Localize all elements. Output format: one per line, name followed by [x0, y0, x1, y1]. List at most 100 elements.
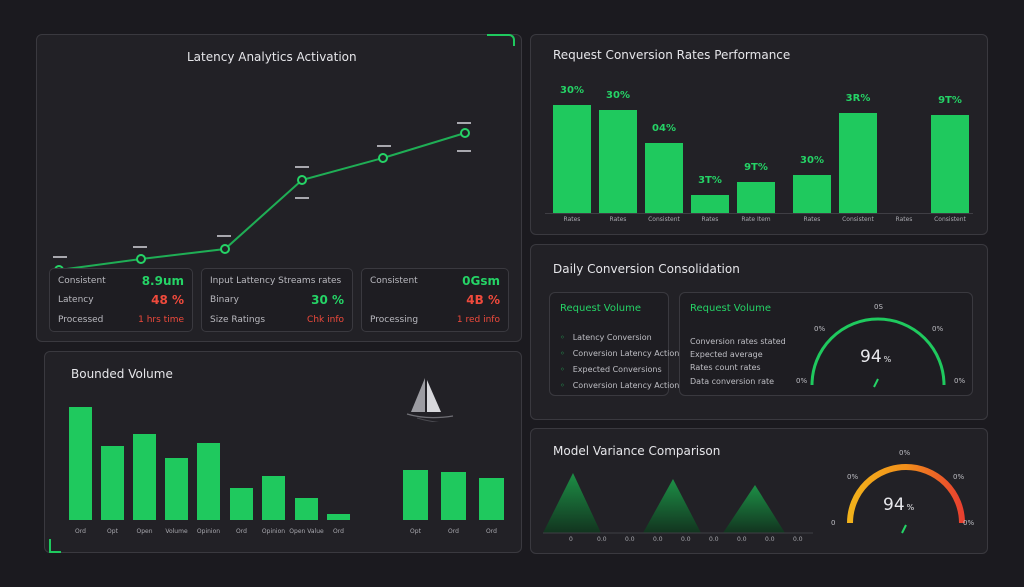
bar-value-label: 9T%: [744, 162, 768, 173]
bar-category-label: Rates: [895, 216, 913, 223]
volume-bar[interactable]: [327, 514, 350, 520]
conversion-bar[interactable]: [931, 115, 969, 213]
bar-category-label: Opt: [410, 528, 421, 535]
stat-label: Processing: [370, 315, 419, 325]
sailboat-logo: [406, 378, 454, 422]
card-title: Request Volume: [560, 303, 641, 314]
variance-peak: [723, 485, 785, 533]
stat-label: Consistent: [370, 276, 418, 286]
axis-tick-label: 0.0: [625, 536, 635, 543]
bar-category-label: Rates: [701, 216, 719, 223]
volume-bar[interactable]: [165, 458, 188, 520]
stat-value: 8.9um: [141, 274, 184, 288]
volume-bar[interactable]: [230, 488, 253, 520]
request-volume-gauge-card[interactable]: Request Volume Conversion rates stated E…: [679, 292, 973, 396]
daily-consolidation-panel: Daily Conversion Consolidation Request V…: [530, 244, 988, 420]
volume-bar[interactable]: [479, 478, 504, 520]
stat-card-3[interactable]: Consistent 0Gsm 4B % Processing 1 red info: [361, 268, 509, 332]
conversion-bar[interactable]: [839, 113, 877, 213]
line-point: [460, 128, 470, 138]
volume-bar[interactable]: [403, 470, 428, 520]
bar-category-label: Ord: [448, 528, 459, 535]
stat-card-1[interactable]: Consistent 8.9um Latency 48 % Processed 1 h…: [49, 268, 193, 332]
bar-category-label: Ord: [236, 528, 247, 535]
gauge-tick: 0%: [954, 377, 966, 385]
stat-label: Binary: [210, 295, 239, 305]
request-volume-list-card[interactable]: Request Volume ◦ Latency Conversion ◦ Conv…: [549, 292, 684, 396]
gauge-tick: 0%: [847, 473, 859, 481]
gauge-note: Rates count rates: [690, 363, 761, 372]
list-item[interactable]: ◦ Conversion Latency Actions: [560, 381, 684, 390]
list-item[interactable]: ◦ Latency Conversion: [560, 333, 652, 342]
conversion-bar[interactable]: [599, 110, 637, 213]
conversion-bar[interactable]: [645, 143, 683, 213]
panel-title: Latency Analytics Activation: [187, 50, 357, 64]
bounded-volume-panel: Bounded Volume Ord Opt Open Volume Opinion Or…: [44, 351, 522, 553]
list-item[interactable]: ◦ Conversion Latency Actions: [560, 349, 684, 358]
volume-bar[interactable]: [69, 407, 92, 520]
bar-category-label: Rates: [609, 216, 627, 223]
stat-value: 0Gsm: [462, 274, 500, 288]
line-point: [378, 153, 388, 163]
line-point: [220, 244, 230, 254]
panel-corner-accent: [487, 34, 515, 46]
stat-label: Input Lattency Streams rates: [210, 276, 342, 286]
bar-value-label: 3R%: [845, 93, 871, 104]
axis-tick-label: 0.0: [709, 536, 719, 543]
bar-category-label: Rates: [563, 216, 581, 223]
volume-bar[interactable]: [295, 498, 318, 520]
gauge-value: 94%: [883, 495, 915, 515]
panel-corner-accent: [49, 539, 61, 553]
volume-bar[interactable]: [441, 472, 466, 520]
volume-bar[interactable]: [133, 434, 156, 520]
stat-label: Consistent: [58, 276, 106, 286]
gauge-note: Data conversion rate: [690, 377, 775, 386]
gauge-tick: 0%: [899, 449, 911, 457]
volume-bar[interactable]: [262, 476, 285, 520]
volume-bar[interactable]: [101, 446, 124, 520]
conversion-panel: Request Conversion Rates Performance 30%…: [530, 34, 988, 235]
bar-value-label: 30%: [606, 90, 630, 101]
stat-value: 48 %: [151, 293, 184, 307]
conversion-bar[interactable]: [553, 105, 591, 213]
line-point: [136, 254, 146, 264]
conversion-bar[interactable]: [737, 182, 775, 213]
axis-tick-label: 0: [569, 536, 573, 543]
panel-title: Bounded Volume: [71, 367, 173, 381]
volume-bar[interactable]: [197, 443, 220, 520]
stat-value: Chk info: [307, 315, 344, 325]
stat-card-2[interactable]: Input Lattency Streams rates Binary 30 % …: [201, 268, 353, 332]
bar-value-label: 30%: [560, 85, 584, 96]
stat-label: Latency: [58, 295, 94, 305]
bar-category-label: Opinion: [261, 528, 286, 535]
volume-gauge: [810, 317, 946, 388]
conversion-bar-chart: 30% Rates 30% Rates 04% Consistent 3T% Rates 9T%…: [531, 35, 989, 236]
bar-value-label: 04%: [652, 123, 676, 134]
bar-value-label: 3T%: [698, 175, 722, 186]
bar-category-label: Open Value: [289, 528, 324, 535]
variance-peak: [543, 473, 601, 533]
variance-peak: [643, 479, 701, 533]
bar-value-label: 9T%: [938, 95, 962, 106]
chart-baseline: [545, 213, 973, 214]
variance-axis-labels: 0 0.0 0.0 0.0 0.0 0.0 0.0 0.0 0.0: [543, 536, 813, 548]
stat-value: 1 red info: [456, 315, 500, 325]
gauge-note: Conversion rates stated: [690, 337, 786, 346]
volume-bar-chart: Ord Opt Open Volume Opinion Ord Opinion Open Va…: [45, 352, 523, 554]
stat-value: 1 hrs time: [138, 315, 184, 325]
bar-category-label: Opt: [107, 528, 118, 535]
bar-category-label: Ord: [486, 528, 497, 535]
gauge-value: 94%: [860, 347, 892, 367]
list-item[interactable]: ◦ Expected Conversions: [560, 365, 662, 374]
bar-category-label: Ord: [75, 528, 86, 535]
axis-tick-label: 0.0: [765, 536, 775, 543]
bar-category-label: Consistent: [842, 216, 874, 223]
conversion-bar[interactable]: [691, 195, 729, 213]
card-title: Request Volume: [690, 303, 771, 314]
bar-category-label: Volume: [165, 528, 188, 535]
bar-value-label: 30%: [800, 155, 824, 166]
bar-category-label: Opinion: [196, 528, 221, 535]
gauge-tick: 0%: [814, 325, 826, 333]
conversion-bar[interactable]: [793, 175, 831, 213]
panel-title: Daily Conversion Consolidation: [553, 262, 740, 276]
